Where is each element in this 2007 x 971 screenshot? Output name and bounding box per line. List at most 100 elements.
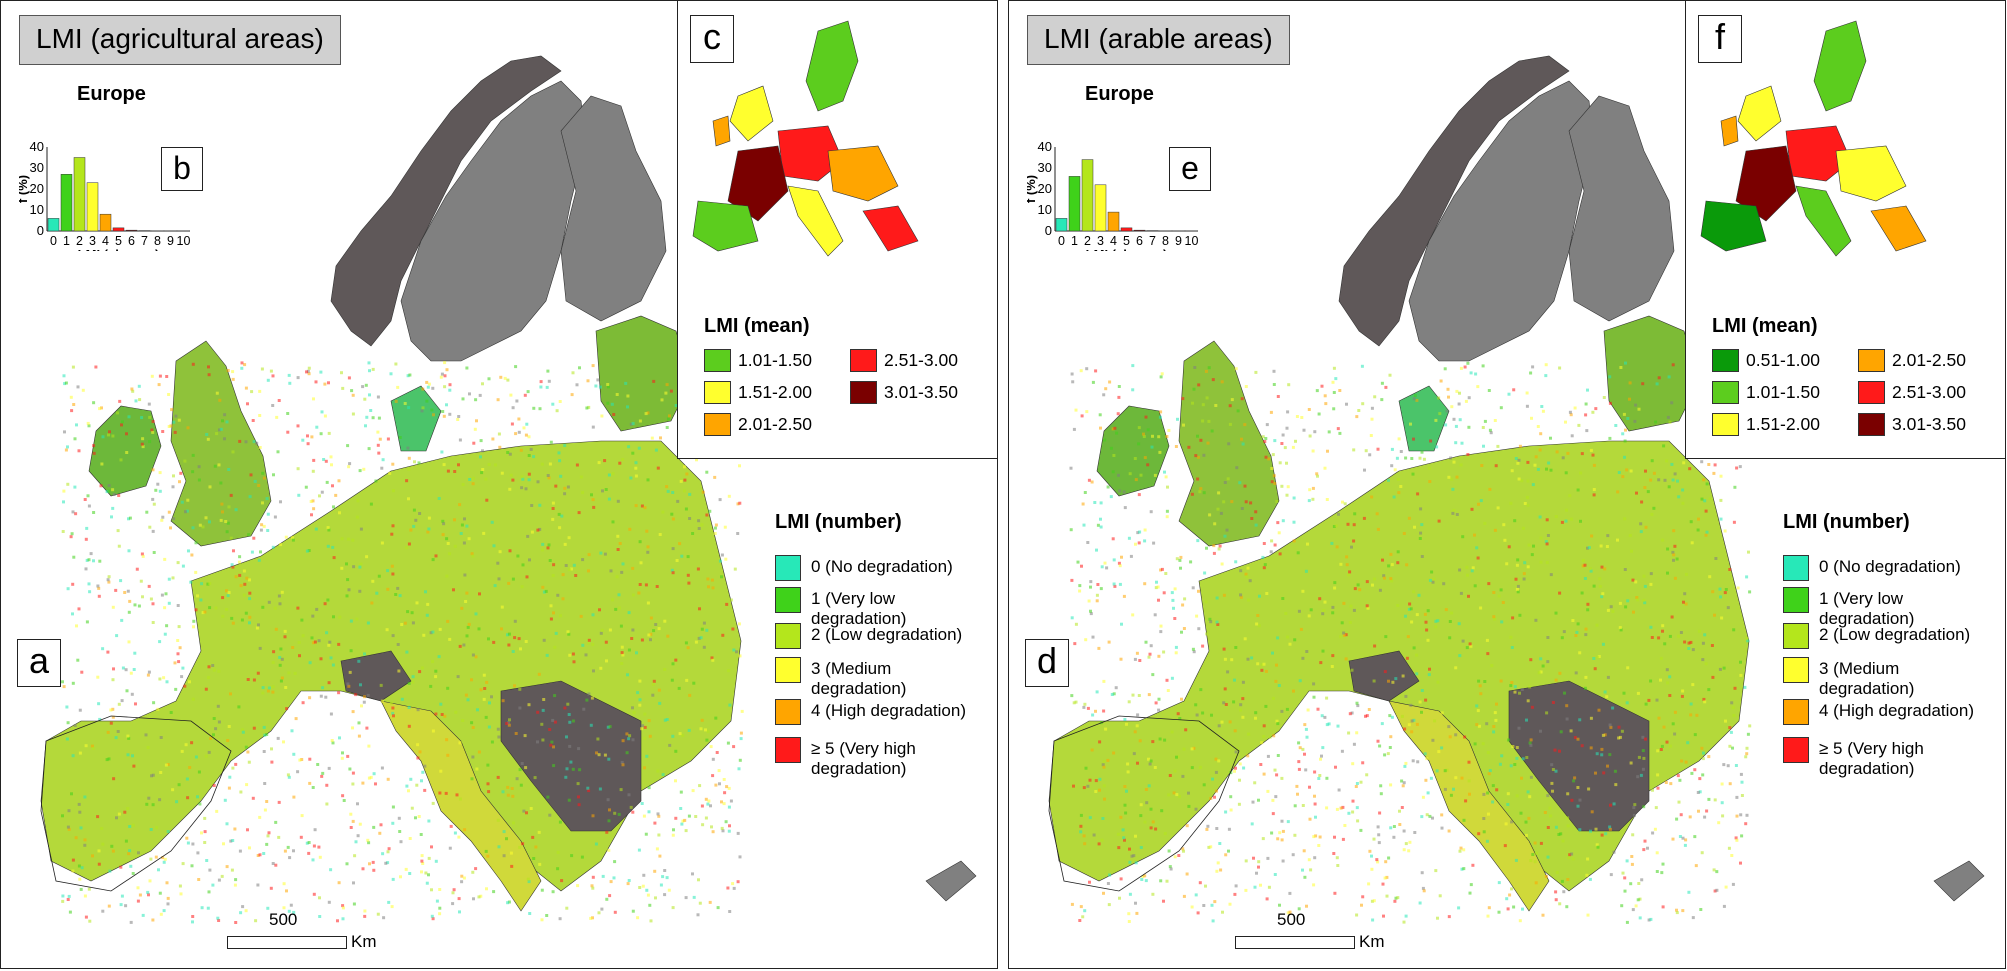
scale-unit: Km [1359, 932, 1385, 951]
switzerland-region [1348, 650, 1420, 702]
inset-legend-label: 2.51-3.00 [1892, 382, 1966, 402]
histogram-bar [47, 218, 60, 232]
x-tick-label: 7 [1149, 234, 1156, 248]
x-tick-label: 6 [128, 234, 135, 248]
cyprus-region [1933, 860, 1985, 902]
y-tick-label: 40 [1038, 139, 1052, 154]
x-tick-label: 2 [76, 234, 83, 248]
histogram-letter: e [1169, 147, 1211, 191]
inset-legend-swatch [1712, 413, 1739, 436]
x-tick-label: 5 [1123, 234, 1130, 248]
cyprus-region [925, 860, 977, 902]
x-tick-label: 10 [1185, 234, 1199, 248]
denmark-region [390, 385, 442, 452]
y-tick-label: 40 [30, 139, 44, 154]
number-legend-title: LMI (number) [1783, 511, 1910, 533]
x-axis-label: LMI (classes) [78, 247, 160, 251]
x-tick-label: 1 [1071, 234, 1078, 248]
x-tick-label: 9 [167, 234, 174, 248]
y-axis-label: f (%) [1027, 175, 1038, 203]
number-legend-label: 1 (Very low degradation) [1819, 589, 1915, 628]
y-tick-label: 20 [30, 181, 44, 196]
inset-italy [787, 185, 844, 257]
scale-bar-rect [227, 936, 347, 949]
y-tick-label: 0 [37, 223, 44, 238]
iberia-outline [1048, 715, 1240, 892]
number-legend-label: 4 (High degradation) [1819, 701, 1974, 720]
inset-iberia [692, 200, 759, 252]
y-tick-label: 30 [30, 160, 44, 175]
histogram-letter: b [161, 147, 203, 191]
inset-legend-swatch [1858, 349, 1885, 372]
histogram-chart: 010203040012345678910f (%)LMI (classes) [1027, 139, 1199, 251]
inset-legend-label: 2.51-3.00 [884, 350, 958, 370]
histogram-bar [1094, 184, 1107, 232]
x-tick-label: 7 [141, 234, 148, 248]
inset-legend-swatch [704, 413, 731, 436]
europe-map [40, 55, 977, 924]
histogram-bar [99, 213, 112, 232]
inset-greece [862, 205, 919, 252]
number-legend-swatch [775, 587, 801, 613]
x-tick-label: 2 [1084, 234, 1091, 248]
inset-legend-label: 2.01-2.50 [1892, 350, 1966, 370]
inset-map [692, 20, 919, 257]
scale-unit: Km [351, 932, 377, 951]
x-tick-label: 0 [50, 234, 57, 248]
italy-region [380, 700, 542, 912]
number-legend-label: 3 (Medium degradation) [811, 659, 907, 698]
x-tick-label: 0 [1058, 234, 1065, 248]
inset-scandinavia [1813, 20, 1867, 112]
x-axis-label: LMI (classes) [1086, 247, 1168, 251]
x-tick-label: 3 [89, 234, 96, 248]
inset-ireland [712, 115, 731, 147]
number-legend-label: ≥ 5 (Very high degradation) [1819, 739, 1924, 778]
number-legend-swatch [1783, 587, 1809, 613]
number-legend-swatch [1783, 737, 1809, 763]
inset-letter: c [690, 15, 734, 63]
inset-legend-label: 1.51-2.00 [1746, 414, 1820, 434]
inset-letter: f [1698, 15, 1742, 63]
scale-number: 500 [269, 910, 298, 929]
inset-legend-swatch [1858, 381, 1885, 404]
number-legend-swatch [1783, 657, 1809, 683]
histogram-bar [1107, 211, 1120, 232]
histogram-bar [1120, 227, 1133, 232]
histogram-bar [1081, 159, 1094, 232]
inset-legend-label: 3.01-3.50 [1892, 414, 1966, 434]
histogram-title: Europe [1085, 83, 1154, 105]
number-legend-label: 2 (Low degradation) [1819, 625, 1971, 644]
histogram-bar [86, 182, 99, 232]
panel-title: LMI (agricultural areas) [19, 15, 341, 65]
map-letter: d [1025, 639, 1069, 687]
histogram-chart: 010203040012345678910f (%)LMI (classes) [19, 139, 190, 251]
x-tick-label: 9 [1175, 234, 1182, 248]
number-legend-swatch [1783, 623, 1809, 649]
inset-iberia [1700, 200, 1767, 252]
number-legend-swatch [775, 737, 801, 763]
inset-ireland [1720, 115, 1739, 147]
x-tick-label: 8 [154, 234, 161, 248]
finland-region [560, 95, 667, 322]
inset-italy [1795, 185, 1852, 257]
finland-region [1568, 95, 1675, 322]
inset-east-central [1835, 145, 1907, 202]
inset-uk [1737, 85, 1782, 142]
norway-region [330, 55, 562, 347]
europe-map [1048, 55, 1985, 924]
iberia-outline [40, 715, 232, 892]
x-tick-label: 6 [1136, 234, 1143, 248]
inset-legend-title: LMI (mean) [704, 315, 810, 337]
inset-legend-label: 2.01-2.50 [738, 414, 812, 434]
number-legend-label: 3 (Medium degradation) [1819, 659, 1915, 698]
inset-legend-label: 3.01-3.50 [884, 382, 958, 402]
number-legend-label: 1 (Very low degradation) [811, 589, 907, 628]
denmark-region [1398, 385, 1450, 452]
histogram-bar [1068, 176, 1081, 232]
uk-region [170, 340, 272, 547]
histogram-bar [125, 229, 138, 232]
number-legend-label: 4 (High degradation) [811, 701, 966, 720]
histogram-title: Europe [77, 83, 146, 105]
inset-legend-swatch [704, 349, 731, 372]
y-tick-label: 10 [1038, 202, 1052, 217]
